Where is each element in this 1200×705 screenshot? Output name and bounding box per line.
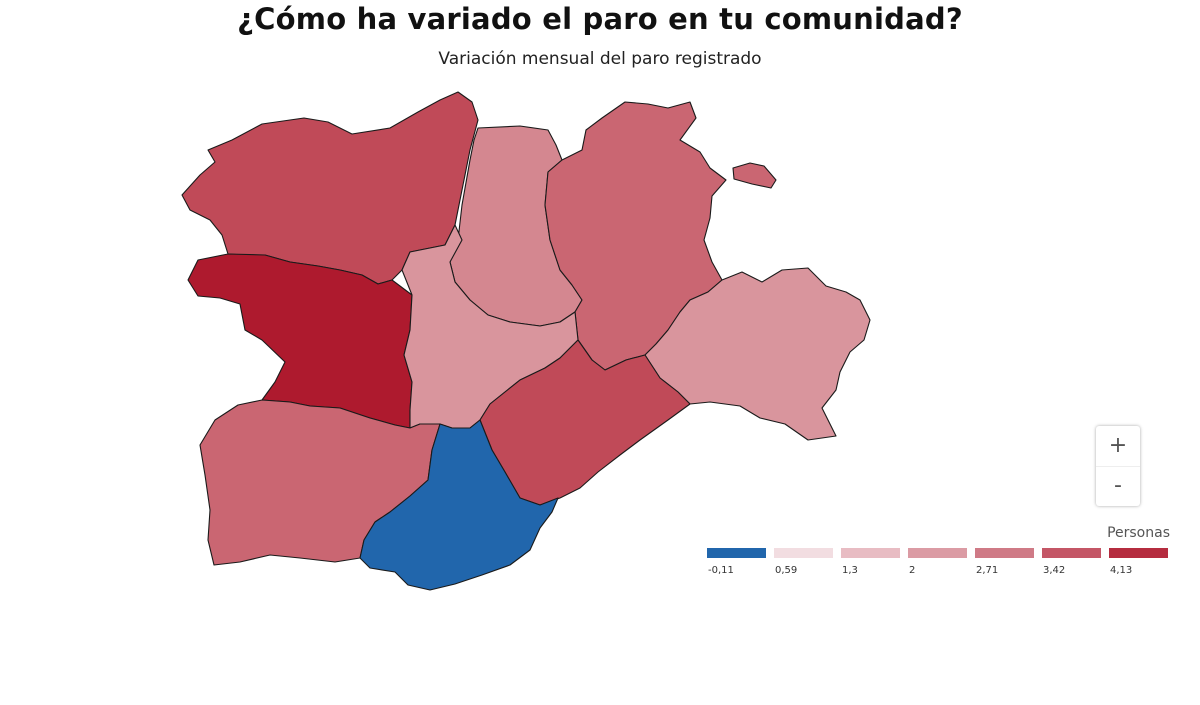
- region-south[interactable]: [359, 419, 559, 591]
- region-east[interactable]: [644, 267, 871, 441]
- legend-tick-label: 0,59: [775, 565, 798, 576]
- chart-subtitle: Variación mensual del paro registrado: [438, 49, 762, 69]
- legend-swatch: [1109, 548, 1168, 558]
- legend-tick-label: 3,42: [1043, 565, 1066, 576]
- legend-swatch: [707, 548, 766, 558]
- legend-swatch: [774, 548, 833, 558]
- legend-tick-label: 2,71: [976, 565, 999, 576]
- zoom-out-button[interactable]: -: [1114, 473, 1122, 498]
- legend-title: Personas: [1107, 525, 1170, 541]
- region-east-enclave[interactable]: [732, 162, 777, 189]
- legend-swatch: [1042, 548, 1101, 558]
- zoom-control: + -: [1096, 426, 1140, 506]
- legend: -0,11 0,59 1,3 2 2,71 3,42 4,13: [707, 548, 1177, 588]
- legend-tick-label: -0,11: [708, 565, 734, 576]
- legend-tick-label: 2: [909, 565, 916, 576]
- zoom-in-button[interactable]: +: [1096, 426, 1140, 467]
- chart-title: ¿Cómo ha variado el paro en tu comunidad…: [237, 2, 963, 36]
- legend-tick-label: 1,3: [842, 565, 858, 576]
- legend-swatch: [908, 548, 967, 558]
- legend-tick-label: 4,13: [1110, 565, 1133, 576]
- legend-swatch: [975, 548, 1034, 558]
- legend-swatch: [841, 548, 900, 558]
